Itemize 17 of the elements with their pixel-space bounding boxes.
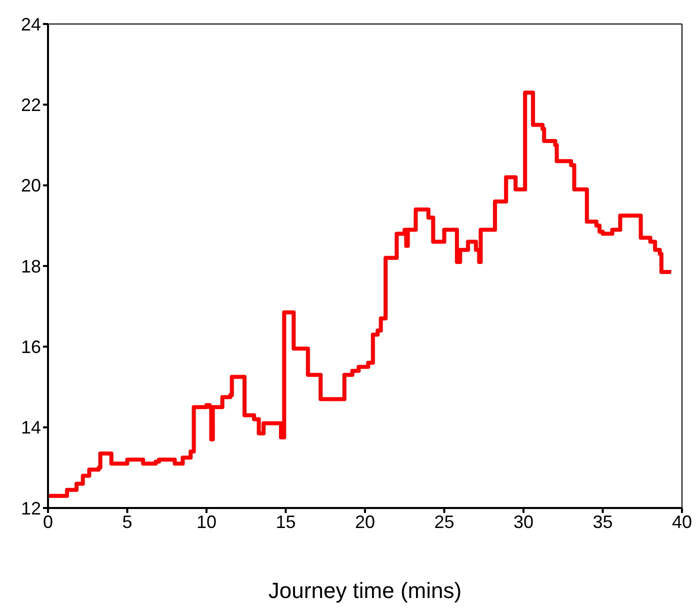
y-tick-label: 20 <box>20 176 41 196</box>
x-tick-label: 5 <box>122 512 132 532</box>
x-tick-label: 15 <box>276 512 296 532</box>
y-tick-label: 16 <box>20 337 41 358</box>
x-tick-label: 10 <box>196 512 217 532</box>
y-tick-label: 18 <box>20 256 41 276</box>
x-tick-label: 20 <box>354 512 376 532</box>
x-tick-label: 30 <box>513 512 534 532</box>
y-tick-label: 12 <box>20 498 41 518</box>
x-tick-label: 25 <box>434 512 454 532</box>
x-tick-label: 35 <box>592 512 613 532</box>
y-tick-label: 14 <box>20 418 41 438</box>
y-tick-label: 24 <box>20 14 41 34</box>
x-tick-label: 0 <box>42 512 54 532</box>
y-tick-label: 22 <box>20 95 41 116</box>
x-tick-label: 40 <box>672 512 692 532</box>
x-axis-title: Journey time (mins) <box>268 578 462 603</box>
